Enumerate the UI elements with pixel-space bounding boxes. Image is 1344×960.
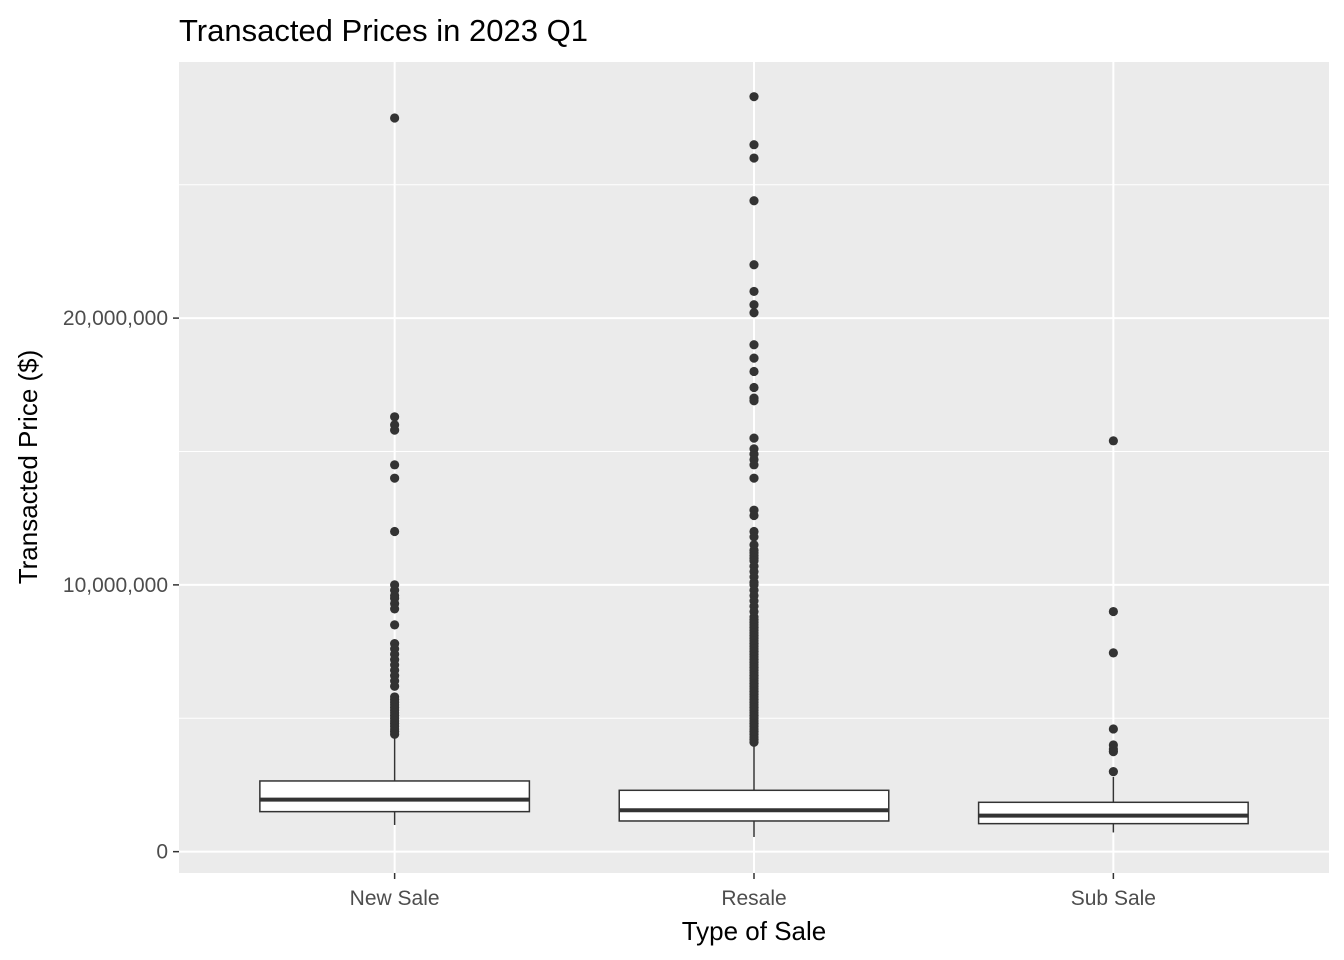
outlier-point	[390, 473, 400, 483]
outlier-point	[749, 460, 759, 470]
outlier-point	[749, 260, 759, 270]
outlier-point	[390, 729, 400, 739]
outlier-point	[749, 433, 759, 443]
outlier-point	[390, 113, 400, 123]
outlier-point	[390, 604, 400, 614]
outlier-point	[749, 308, 759, 318]
y-tick-label: 10,000,000	[63, 574, 168, 597]
x-tick-label: Sub Sale	[1071, 887, 1156, 910]
y-axis-title: Transacted Price ($)	[13, 350, 43, 585]
outlier-point	[749, 737, 759, 747]
outlier-point	[749, 300, 759, 310]
outlier-point	[1108, 767, 1118, 777]
outlier-point	[1108, 747, 1118, 757]
box-layer	[259, 92, 1249, 837]
outlier-point	[1108, 648, 1118, 658]
chart-title: Transacted Prices in 2023 Q1	[179, 13, 588, 48]
y-tick-label: 0	[156, 841, 168, 864]
box-sub-sale	[977, 436, 1249, 833]
box-resale	[618, 92, 890, 837]
outlier-point	[1108, 606, 1118, 617]
box-iqr	[977, 801, 1249, 825]
outlier-point	[1108, 436, 1118, 446]
outlier-point	[390, 412, 400, 422]
y-tick-label: 20,000,000	[63, 307, 168, 330]
y-axis: 0 10,000,000 20,000,000	[63, 307, 179, 864]
outlier-point	[749, 92, 759, 102]
outlier-point	[749, 286, 759, 297]
x-tick-label: Resale	[721, 887, 786, 910]
outlier-point	[390, 425, 400, 435]
outlier-point	[390, 681, 400, 691]
outlier-point	[390, 460, 400, 470]
box-iqr	[618, 789, 890, 822]
outlier-point	[749, 153, 759, 163]
outlier-point	[749, 382, 759, 393]
outlier-point	[749, 366, 759, 377]
outlier-point	[1108, 724, 1118, 734]
x-axis: New Sale Resale Sub Sale	[350, 873, 1156, 910]
x-tick-label: New Sale	[350, 887, 440, 910]
outlier-point	[749, 532, 759, 542]
outlier-point	[749, 473, 759, 483]
box-iqr	[259, 780, 531, 813]
outlier-point	[749, 140, 759, 150]
outlier-point	[390, 620, 400, 630]
outlier-point	[749, 196, 759, 206]
outlier-point	[749, 396, 759, 406]
outlier-point	[749, 510, 759, 521]
outlier-point	[749, 353, 759, 363]
x-axis-title: Type of Sale	[682, 916, 827, 946]
box-new-sale	[259, 113, 531, 825]
outlier-point	[390, 526, 400, 537]
outlier-point	[749, 340, 759, 350]
